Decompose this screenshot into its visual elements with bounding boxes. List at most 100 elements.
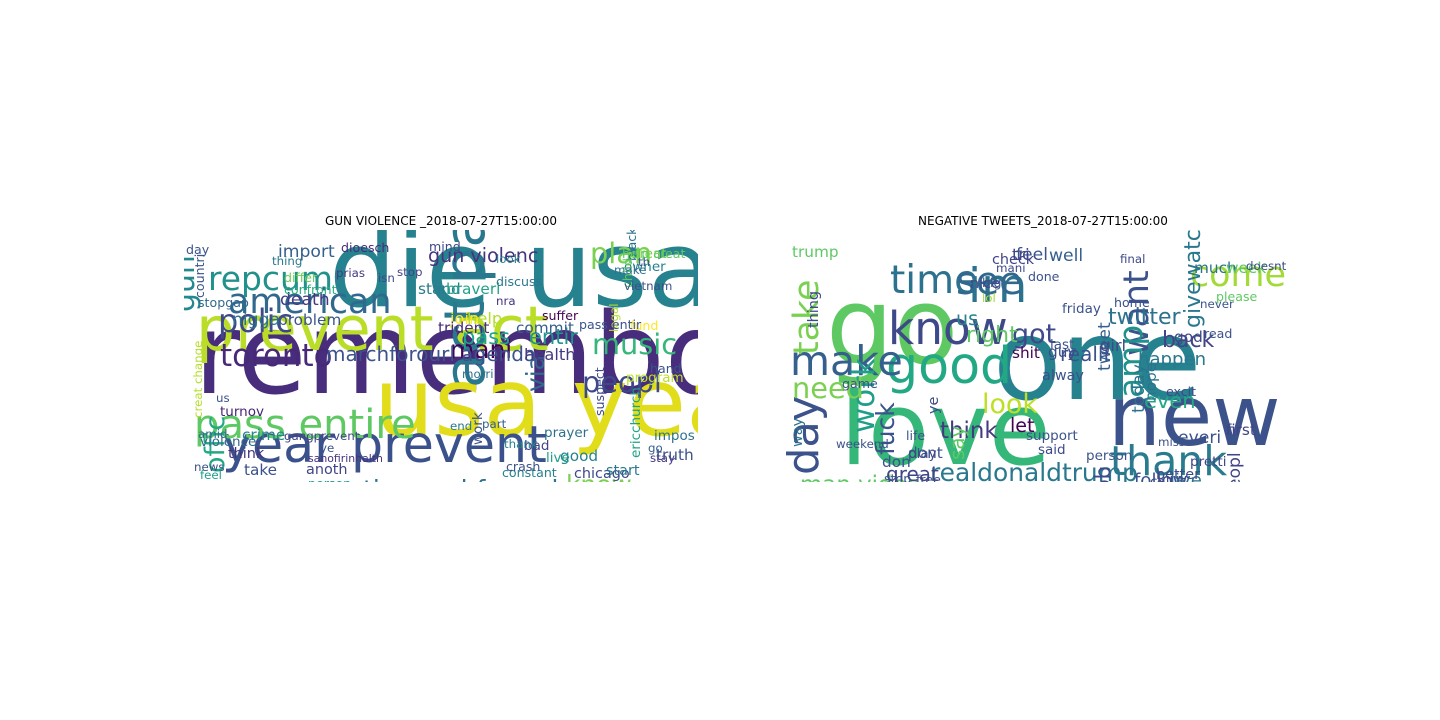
cloud-word: follow	[1134, 470, 1188, 482]
cloud-word: think	[228, 446, 265, 462]
cloud-word: stop	[884, 471, 911, 482]
cloud-word: check	[992, 252, 1035, 268]
cloud-word: help	[467, 309, 502, 328]
cloud-word: ye	[926, 396, 942, 414]
cloud-word: week	[1226, 259, 1266, 277]
cloud-word: everi	[1178, 428, 1221, 448]
cloud-word: say	[945, 425, 969, 460]
cloud-word: usa year	[374, 348, 698, 458]
cloud-word: gangprevent	[284, 429, 360, 443]
cloud-word: love	[840, 371, 1051, 482]
cloud-word: stay	[650, 451, 675, 465]
cloud-word: braveri	[446, 280, 500, 298]
cloud-word: hope	[1142, 363, 1160, 401]
cloud-word: job	[1091, 466, 1115, 482]
cloud-word: done	[1028, 269, 1060, 284]
cloud-word: thank	[504, 437, 538, 451]
cloud-word: nra	[496, 294, 516, 308]
cloud-word: via	[521, 355, 550, 392]
cloud-word: look	[982, 389, 1038, 420]
cloud-word: morri	[462, 367, 493, 381]
cloud-word: let	[1010, 414, 1035, 437]
cloud-word: friday	[1062, 301, 1101, 317]
cloud-word: end	[450, 419, 472, 433]
cloud-word: music	[592, 327, 677, 361]
cloud-word: suffer	[542, 308, 579, 323]
cloud-word: free	[916, 472, 941, 482]
cloud-word: creat	[632, 246, 667, 262]
cloud-word: man video	[800, 472, 921, 482]
cloud-word: join	[449, 309, 479, 328]
cloud-word: constant	[502, 465, 557, 480]
cloud-word: sanofirinhalth	[308, 452, 383, 465]
cloud-word: th	[638, 255, 650, 269]
cloud-word: part	[482, 417, 507, 431]
cloud-word: anoth	[306, 462, 348, 478]
cloud-word: prevent act	[196, 294, 549, 365]
cloud-word: last	[1050, 337, 1074, 353]
cloud-word: mani	[450, 335, 512, 364]
cloud-word: offic	[200, 416, 231, 473]
cloud-word: us	[956, 307, 978, 330]
cloud-word: legal	[607, 303, 621, 332]
cloud-word: hand	[650, 361, 682, 376]
cloud-word: act pass	[433, 230, 498, 388]
cloud-word: day	[186, 242, 210, 257]
cloud-word: amid	[198, 427, 228, 441]
cloud-word: entir	[529, 325, 578, 349]
cloud-word: live	[1170, 470, 1202, 482]
cloud-word: lol	[982, 291, 996, 305]
cloud-word: child	[620, 258, 635, 288]
cloud-word: fuck	[871, 402, 900, 455]
cloud-word: suspect	[592, 367, 607, 416]
cloud-word: excit	[1166, 384, 1196, 399]
cloud-word: first	[1226, 421, 1256, 439]
cloud-word: work	[846, 358, 882, 433]
cloud-word: plan	[590, 236, 652, 270]
cloud-word: turnov	[220, 404, 264, 420]
cloud-word: way	[790, 417, 806, 447]
cloud-word: come	[1190, 255, 1286, 295]
cloud-word: pass entire	[194, 402, 416, 448]
cloud-word: want	[1117, 270, 1157, 356]
cloud-word: know	[888, 302, 1008, 355]
cloud-word: go	[648, 441, 663, 455]
cloud-word: realli	[1060, 342, 1109, 366]
cloud-word: black	[624, 230, 639, 261]
cloud-word: happen	[1138, 349, 1206, 370]
cloud-word: differ	[284, 270, 318, 285]
cloud-word: gun	[184, 255, 202, 312]
cloud-word: thing	[272, 254, 302, 268]
cloud-word: peopl	[1225, 452, 1245, 482]
cloud-word: marchforourl agenda	[326, 342, 536, 366]
cloud-word: isn	[378, 271, 395, 285]
cloud-word: shit	[1012, 344, 1040, 362]
cloud-word: back	[1162, 328, 1215, 353]
cloud-word: see	[956, 259, 1023, 303]
word-cloud-negative-tweets: one go love new good im know day make thank time se…	[786, 230, 1300, 482]
cloud-word: feel	[200, 468, 222, 482]
cloud-word: program	[626, 370, 684, 386]
cloud-word: year prevent	[222, 415, 547, 474]
cloud-word: final	[1120, 252, 1145, 266]
cloud-word: good	[560, 447, 598, 465]
cloud-word: don	[882, 453, 911, 471]
cloud-word: stand	[418, 280, 461, 298]
cloud-word: well	[1049, 246, 1083, 266]
cloud-word: commit	[516, 319, 574, 337]
word-cloud-panel-negative-tweets: NEGATIVE TWEETS_2018-07-27T15:00:00 one g…	[786, 212, 1300, 482]
cloud-word: via find	[1132, 478, 1182, 482]
cloud-word: owner	[624, 259, 666, 275]
cloud-word: im	[968, 259, 1027, 314]
cloud-word: think	[940, 418, 998, 444]
cloud-word: ericchurch	[628, 387, 644, 458]
panel-title: NEGATIVE TWEETS_2018-07-27T15:00:00	[918, 214, 1168, 228]
cloud-word: twitter	[1108, 305, 1182, 330]
cloud-word: american	[228, 282, 392, 322]
cloud-word: take	[787, 280, 827, 356]
cloud-word: crash	[506, 459, 540, 474]
cloud-word: dioesch	[341, 240, 389, 255]
cloud-word: gun violenc	[428, 244, 538, 267]
cloud-word: prias	[336, 266, 365, 280]
